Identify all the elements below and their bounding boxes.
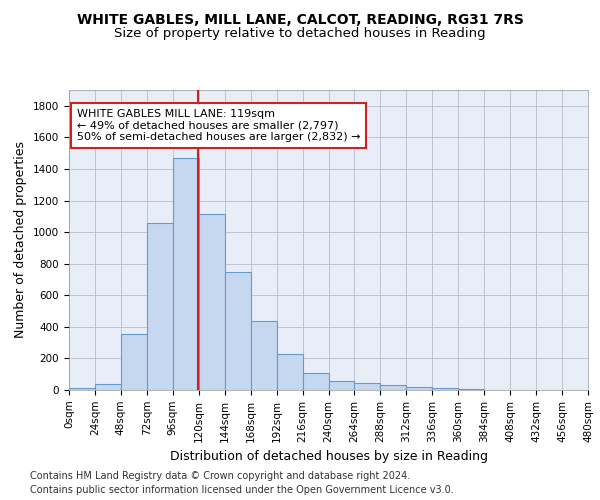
X-axis label: Distribution of detached houses by size in Reading: Distribution of detached houses by size … xyxy=(170,450,487,463)
Bar xyxy=(355,383,380,390)
Text: Contains public sector information licensed under the Open Government Licence v3: Contains public sector information licen… xyxy=(30,485,454,495)
Bar xyxy=(251,322,277,390)
Text: Size of property relative to detached houses in Reading: Size of property relative to detached ho… xyxy=(114,28,486,40)
Text: WHITE GABLES MILL LANE: 119sqm
← 49% of detached houses are smaller (2,797)
50% : WHITE GABLES MILL LANE: 119sqm ← 49% of … xyxy=(77,109,360,142)
Bar xyxy=(458,389,484,390)
Bar xyxy=(69,388,95,390)
Text: Contains HM Land Registry data © Crown copyright and database right 2024.: Contains HM Land Registry data © Crown c… xyxy=(30,471,410,481)
Bar xyxy=(380,386,406,390)
Bar xyxy=(302,372,329,390)
Bar xyxy=(277,354,302,390)
Bar xyxy=(199,214,224,390)
Bar xyxy=(225,272,251,390)
Bar xyxy=(329,382,355,390)
Y-axis label: Number of detached properties: Number of detached properties xyxy=(14,142,28,338)
Bar xyxy=(121,334,147,390)
Text: WHITE GABLES, MILL LANE, CALCOT, READING, RG31 7RS: WHITE GABLES, MILL LANE, CALCOT, READING… xyxy=(77,12,523,26)
Bar xyxy=(406,387,432,390)
Bar xyxy=(173,158,199,390)
Bar xyxy=(147,222,173,390)
Bar xyxy=(433,388,458,390)
Bar xyxy=(95,384,121,390)
